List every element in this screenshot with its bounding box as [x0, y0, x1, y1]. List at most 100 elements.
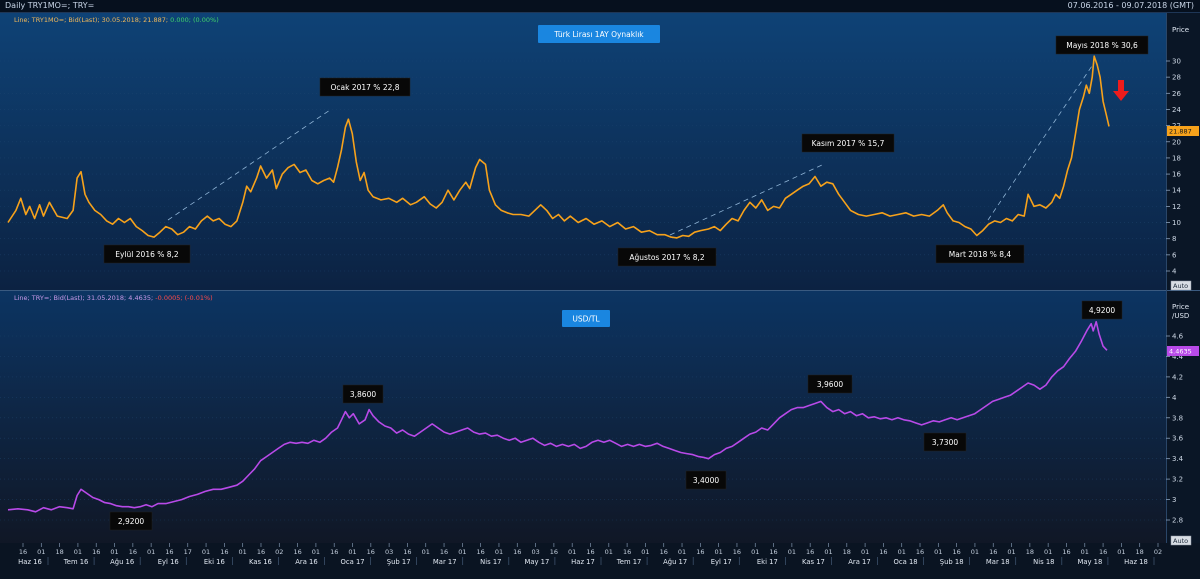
- bottom-ytick-label: 4.2: [1172, 373, 1183, 381]
- bottom-ytick-label: 3.2: [1172, 476, 1183, 484]
- x-day-label: 01: [312, 548, 320, 556]
- trend-line: [167, 109, 331, 221]
- top-annotation: Eylül 2016 % 8,2: [115, 250, 179, 259]
- bottom-ytick-label: 2.8: [1172, 517, 1183, 525]
- x-day-label: 16: [165, 548, 173, 556]
- bottom-series-line: [7, 320, 1108, 513]
- bottom-legend: Line; TRY=; Bid(Last); 31.05.2018; 4.463…: [14, 294, 213, 302]
- x-day-label: 16: [1062, 548, 1070, 556]
- x-day-label: 16: [92, 548, 100, 556]
- x-month-label: Ağu 16: [110, 558, 134, 566]
- x-month-label: Ağu 17: [663, 558, 687, 566]
- top-annotation-box: [319, 77, 411, 97]
- x-day-label: 01: [715, 548, 723, 556]
- x-day-label: 01: [788, 548, 796, 556]
- bottom-annotation: 3,9600: [817, 380, 843, 389]
- top-ytick-label: 14: [1172, 187, 1181, 195]
- top-ytick-label: 4: [1172, 268, 1177, 276]
- x-month-label: Eki 16: [204, 558, 225, 566]
- top-ytick-label: 16: [1172, 171, 1181, 179]
- bottom-ytick-label: 3.4: [1172, 455, 1184, 463]
- bottom-auto-box: [1170, 535, 1192, 546]
- x-day-label: 01: [458, 548, 466, 556]
- top-annotation-box: [617, 247, 717, 267]
- x-month-label: Eyl 16: [158, 558, 179, 566]
- x-month-label: Tem 17: [616, 558, 642, 566]
- x-day-label: 16: [440, 548, 448, 556]
- chart-svg[interactable]: 3028262422201816141210864PriceLine; TRY1…: [0, 13, 1200, 579]
- top-last-value: 21.887: [1169, 128, 1192, 136]
- bottom-last-value-tag: [1167, 346, 1199, 356]
- x-day-label: 16: [769, 548, 777, 556]
- x-day-label: 16: [129, 548, 137, 556]
- x-day-label: 18: [1026, 548, 1034, 556]
- top-ytick-label: 30: [1172, 58, 1181, 66]
- x-month-label: May 17: [524, 558, 549, 566]
- x-day-label: 16: [293, 548, 301, 556]
- x-day-label: 01: [861, 548, 869, 556]
- top-ytick-label: 24: [1172, 106, 1181, 114]
- top-panel-bg: [0, 13, 1166, 290]
- x-day-label: 16: [513, 548, 521, 556]
- x-day-label: 01: [641, 548, 649, 556]
- bottom-last-value: 4.4635: [1169, 348, 1192, 356]
- x-day-label: 01: [971, 548, 979, 556]
- bottom-annotation: 2,9200: [118, 517, 144, 526]
- top-ytick-label: 6: [1172, 251, 1177, 259]
- x-day-label: 01: [348, 548, 356, 556]
- x-day-label: 01: [239, 548, 247, 556]
- trend-line: [987, 62, 1095, 221]
- x-month-label: Mar 18: [986, 558, 1010, 566]
- x-day-label: 18: [843, 548, 851, 556]
- bottom-auto-label: Auto: [1173, 537, 1188, 545]
- bottom-chart-title-box: [562, 310, 610, 327]
- x-day-label: 16: [257, 548, 265, 556]
- x-month-label: Kas 17: [802, 558, 825, 566]
- date-range: 07.06.2016 - 09.07.2018 (GMT): [1067, 1, 1194, 10]
- x-day-label: 16: [879, 548, 887, 556]
- x-month-label: Şub 17: [387, 558, 411, 566]
- top-last-value-tag: [1167, 126, 1199, 136]
- x-day-label: 16: [550, 548, 558, 556]
- bottom-chart-title: USD/TL: [572, 315, 600, 324]
- x-day-label: 01: [678, 548, 686, 556]
- x-month-label: Mar 17: [433, 558, 457, 566]
- top-ytick-label: 8: [1172, 235, 1176, 243]
- x-month-label: Ara 16: [295, 558, 317, 566]
- x-day-label: 16: [586, 548, 594, 556]
- bottom-annotation-box: [923, 432, 967, 452]
- x-day-label: 01: [898, 548, 906, 556]
- bottom-legend-text: Line; TRY=; Bid(Last); 31.05.2018; 4.463…: [14, 294, 155, 302]
- x-day-label: 16: [367, 548, 375, 556]
- x-axis-bg: [0, 543, 1200, 579]
- top-ytick-label: 10: [1172, 219, 1181, 227]
- x-day-label: 01: [751, 548, 759, 556]
- x-day-label: 01: [110, 548, 118, 556]
- x-day-label: 01: [495, 548, 503, 556]
- bottom-ytick-label: 4.4: [1172, 353, 1184, 361]
- x-day-label: 18: [55, 548, 63, 556]
- bottom-annotation: 3,8600: [350, 390, 376, 399]
- top-annotation-box: [103, 244, 191, 264]
- top-ytick-label: 18: [1172, 154, 1181, 162]
- x-day-label: 01: [605, 548, 613, 556]
- top-annotation: Mart 2018 % 8,4: [949, 250, 1012, 259]
- top-legend-change: 0.000; (0.00%): [170, 16, 219, 24]
- x-day-label: 01: [934, 548, 942, 556]
- top-annotation-box: [801, 133, 895, 153]
- down-arrow-icon: [1113, 80, 1129, 101]
- bottom-legend-change: -0.0005; (-0.01%): [155, 294, 212, 302]
- bottom-ytick-label: 4: [1172, 394, 1177, 402]
- top-axis-title: Price: [1172, 26, 1189, 34]
- x-month-label: Tem 16: [63, 558, 89, 566]
- x-day-label: 16: [19, 548, 27, 556]
- top-annotation-box: [1055, 35, 1149, 55]
- bottom-axis-title: Price: [1172, 303, 1189, 311]
- x-day-label: 01: [422, 548, 430, 556]
- x-month-label: Ara 17: [848, 558, 870, 566]
- x-day-label: 01: [1044, 548, 1052, 556]
- top-ytick-label: 28: [1172, 74, 1181, 82]
- bottom-ytick-label: 4.6: [1172, 333, 1184, 341]
- bottom-ytick-label: 3.8: [1172, 414, 1183, 422]
- x-day-label: 18: [1136, 548, 1144, 556]
